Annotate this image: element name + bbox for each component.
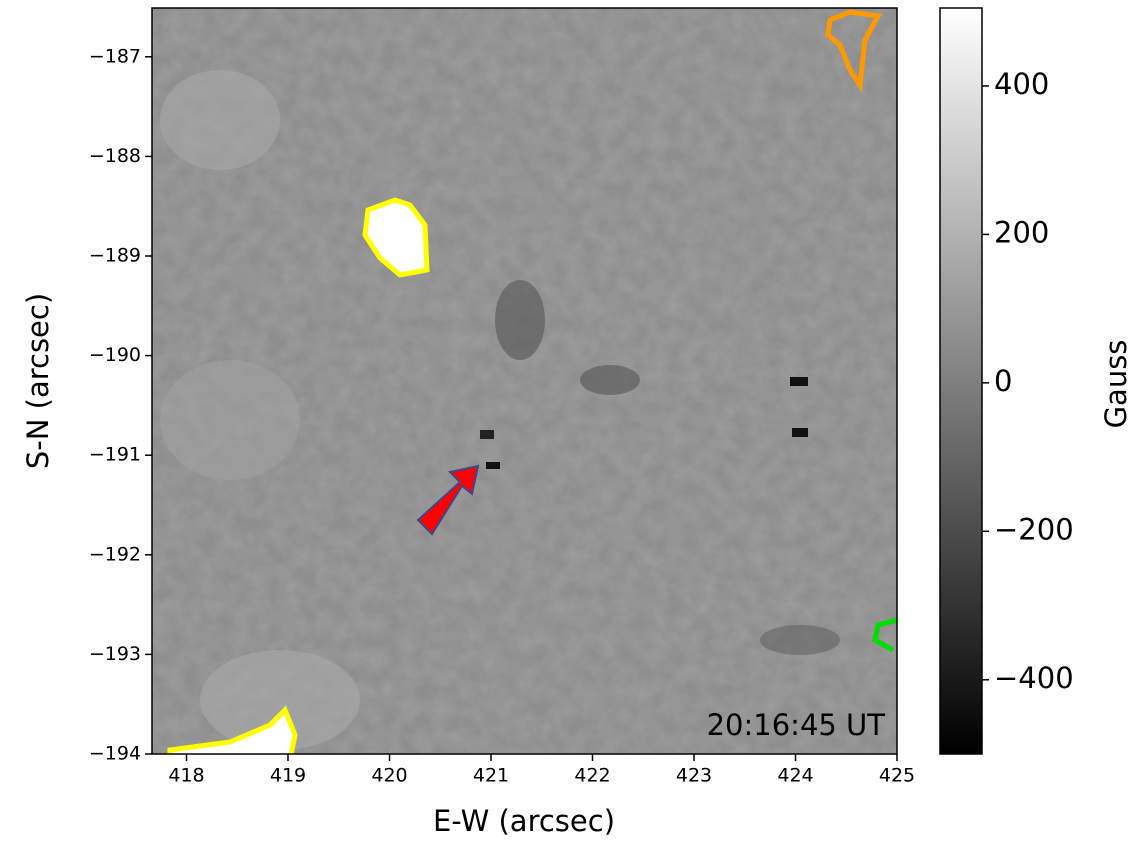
y-tick-label: −188 — [89, 145, 141, 167]
y-tick-label: −194 — [89, 743, 141, 765]
annotation: 20:16:45 UT — [707, 708, 886, 742]
y-tick-label: −189 — [89, 245, 141, 267]
x-axis-label: E-W (arcsec) — [433, 804, 615, 838]
colorbar-tick-label: −200 — [994, 512, 1074, 546]
x-tick-label: 420 — [371, 765, 407, 787]
arrow — [416, 464, 480, 536]
x-tick-label: 419 — [270, 765, 306, 787]
x-tick-label: 421 — [473, 765, 509, 787]
colorbar-label: Gauss — [1099, 340, 1133, 429]
colorbar-tick-label: −400 — [994, 661, 1074, 695]
y-tick-label: −191 — [89, 444, 141, 466]
plot-frame — [151, 7, 898, 755]
colorbar-tick-label: 0 — [994, 364, 1012, 398]
y-axis-label: S-N (arcsec) — [21, 293, 55, 469]
x-tick-label: 425 — [879, 765, 915, 787]
colorbar-tick-label: 200 — [994, 215, 1049, 249]
y-tick-label: −192 — [89, 543, 141, 565]
x-tick-label: 418 — [168, 765, 204, 787]
x-tick-label: 423 — [676, 765, 712, 787]
y-tick-label: −190 — [89, 344, 141, 366]
magnetogram — [152, 8, 897, 754]
y-tick-label: −187 — [89, 45, 141, 67]
x-tick-label: 424 — [777, 765, 813, 787]
x-tick-label: 422 — [574, 765, 610, 787]
colorbar-tick-label: 400 — [994, 67, 1049, 101]
colorbar — [939, 7, 983, 755]
y-tick-label: −193 — [89, 643, 141, 665]
